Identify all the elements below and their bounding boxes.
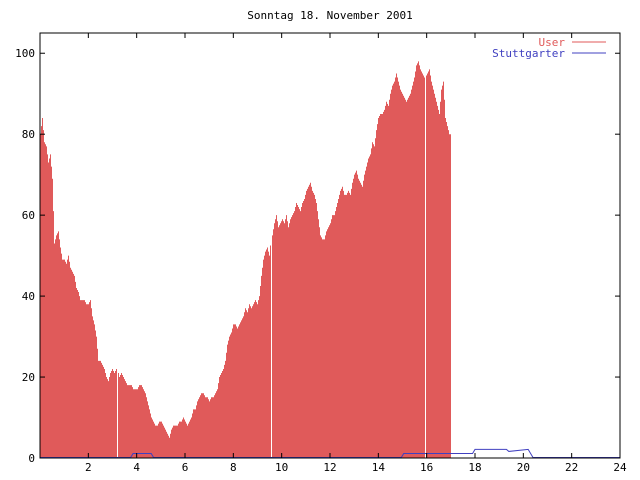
x-tick-label: 12 bbox=[323, 461, 336, 474]
x-tick-label: 22 bbox=[565, 461, 578, 474]
x-tick-label: 14 bbox=[372, 461, 386, 474]
x-tick-label: 10 bbox=[275, 461, 288, 474]
x-tick-label: 4 bbox=[133, 461, 140, 474]
y-tick-label: 80 bbox=[22, 128, 35, 141]
user-bars bbox=[40, 61, 451, 458]
x-tick-label: 8 bbox=[230, 461, 237, 474]
chart-title: Sonntag 18. November 2001 bbox=[247, 9, 413, 22]
stuttgarter-line bbox=[40, 448, 620, 458]
x-tick-label: 16 bbox=[420, 461, 433, 474]
legend-label-user: User bbox=[539, 36, 566, 49]
legend-label-stuttgarter: Stuttgarter bbox=[492, 47, 565, 60]
legend: User Stuttgarter bbox=[492, 36, 606, 60]
x-tick-label: 18 bbox=[468, 461, 481, 474]
x-tick-label: 6 bbox=[182, 461, 189, 474]
y-tick-label: 60 bbox=[22, 209, 35, 222]
y-tick-label: 0 bbox=[28, 452, 35, 465]
y-tick-label: 40 bbox=[22, 290, 35, 303]
x-axis: 2 4 6 8 10 12 14 16 18 20 22 24 bbox=[85, 33, 627, 474]
x-tick-label: 24 bbox=[613, 461, 627, 474]
y-axis: 0 20 40 60 80 100 bbox=[15, 47, 620, 465]
x-tick-label: 20 bbox=[517, 461, 530, 474]
x-tick-label: 2 bbox=[85, 461, 92, 474]
y-tick-label: 20 bbox=[22, 371, 35, 384]
y-tick-label: 100 bbox=[15, 47, 35, 60]
